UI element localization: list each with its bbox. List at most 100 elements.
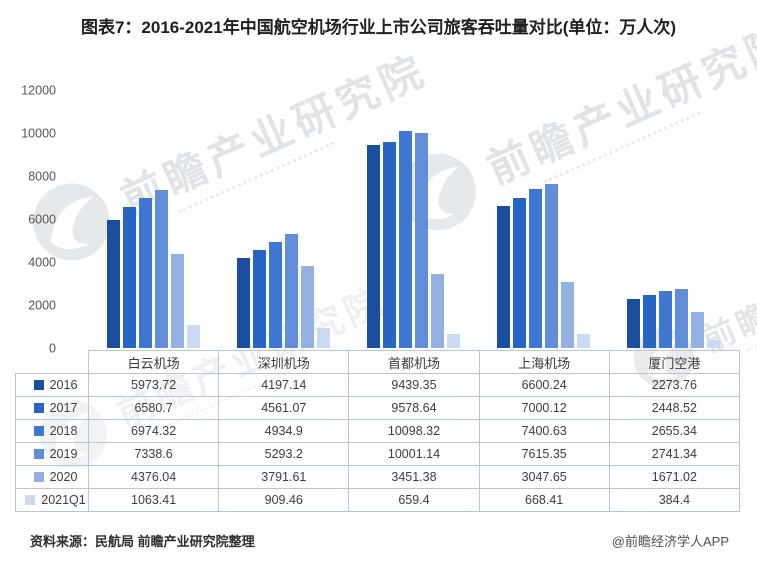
value-cell: 659.4 — [348, 488, 480, 512]
value-cell: 3047.65 — [478, 465, 610, 489]
series-name: 2016 — [49, 378, 78, 392]
bar-group — [218, 90, 348, 348]
series-name: 2018 — [49, 424, 78, 438]
series-name: 2021Q1 — [41, 493, 86, 507]
value-cell: 2273.76 — [608, 373, 741, 397]
bar-2018 — [659, 290, 673, 348]
bar-2018 — [399, 130, 412, 348]
bar-2017 — [513, 197, 527, 348]
bar-2020 — [691, 312, 705, 348]
bar-2019 — [675, 289, 689, 348]
column-header: 白云机场 — [87, 350, 220, 374]
value-cell: 2741.34 — [608, 442, 741, 466]
value-cell: 4197.14 — [218, 373, 350, 397]
series-legend-cell: 2017 — [15, 396, 89, 420]
bar-2021Q1 — [186, 325, 200, 348]
legend-swatch — [33, 403, 44, 413]
column-header: 深圳机场 — [218, 350, 350, 374]
table-row: 2019 7338.6 5293.2 10001.14 7615.35 2741.34 — [15, 442, 741, 466]
bar-2019 — [284, 234, 298, 348]
bar-2018 — [268, 241, 282, 348]
bar-2019 — [154, 190, 168, 348]
value-cell: 1671.02 — [608, 465, 741, 489]
table-row: 2020 4376.04 3791.61 3451.38 3047.65 1671.02 — [15, 465, 741, 489]
value-cell: 10098.32 — [348, 419, 480, 443]
table-body: 2016 5973.72 4197.14 9439.35 6600.24 2273.76 2… — [15, 373, 741, 512]
data-table: 白云机场 深圳机场 首都机场 上海机场 厦门空港 2016 5973.72 4197.14 9… — [15, 350, 741, 512]
value-cell: 7000.12 — [478, 396, 610, 420]
value-cell: 4934.9 — [218, 419, 350, 443]
y-axis: 0 2000 4000 6000 8000 10000 12000 — [0, 84, 62, 354]
column-header: 厦门空港 — [608, 350, 741, 374]
table-row: 2016 5973.72 4197.14 9439.35 6600.24 2273.76 — [15, 373, 741, 397]
bar-2021Q1 — [316, 328, 330, 348]
series-name: 2020 — [49, 470, 78, 484]
bar-group — [348, 90, 478, 348]
column-header: 首都机场 — [348, 350, 480, 374]
bar-2020 — [300, 266, 314, 348]
value-cell: 7400.63 — [478, 419, 610, 443]
y-tick-label: 4000 — [28, 254, 56, 269]
bar-2016 — [236, 257, 250, 348]
bar-2020 — [561, 282, 575, 348]
value-cell: 9578.64 — [348, 396, 480, 420]
value-cell: 1063.41 — [87, 488, 220, 512]
bar-group — [609, 90, 739, 348]
series-name: 2017 — [49, 401, 78, 415]
value-cell: 9439.35 — [348, 373, 480, 397]
value-cell: 4376.04 — [87, 465, 220, 489]
series-name: 2019 — [49, 447, 78, 461]
bar-2018 — [529, 188, 543, 348]
series-legend-cell: 2020 — [15, 465, 89, 489]
y-tick-label: 6000 — [28, 211, 56, 226]
bar-2016 — [106, 219, 120, 348]
bar-2021Q1 — [707, 339, 721, 348]
source-note: 资料来源：民航局 前瞻产业研究院整理 — [30, 534, 255, 549]
chart-title: 图表7：2016-2021年中国航空机场行业上市公司旅客吞吐量对比(单位：万人次… — [80, 18, 677, 37]
bar-2016 — [367, 145, 380, 348]
y-tick-label: 12000 — [21, 82, 56, 97]
value-cell: 6974.32 — [87, 419, 220, 443]
value-cell: 6600.24 — [478, 373, 610, 397]
bar-2019 — [545, 184, 559, 348]
series-legend-cell: 2018 — [15, 419, 89, 443]
legend-swatch — [33, 380, 44, 390]
y-tick-label: 8000 — [28, 168, 56, 183]
bar-group — [88, 90, 218, 348]
value-cell: 909.46 — [218, 488, 350, 512]
legend-swatch — [25, 495, 36, 505]
bar-2020 — [431, 273, 444, 348]
value-cell: 668.41 — [478, 488, 610, 512]
value-cell: 2448.52 — [608, 396, 741, 420]
value-cell: 7615.35 — [478, 442, 610, 466]
legend-swatch — [33, 449, 44, 459]
watermark-red-subline — [746, 295, 757, 352]
bar-2017 — [122, 206, 136, 348]
value-cell: 10001.14 — [348, 442, 480, 466]
value-cell: 6580.7 — [87, 396, 220, 420]
value-cell: 4561.07 — [218, 396, 350, 420]
bar-2018 — [138, 198, 152, 348]
table-header-row: 白云机场 深圳机场 首都机场 上海机场 厦门空港 — [16, 350, 741, 374]
value-cell: 5293.2 — [218, 442, 350, 466]
credit-note: @前瞻经济学人APP — [611, 534, 729, 549]
table-corner-cell — [16, 351, 89, 374]
y-tick-label: 10000 — [21, 125, 56, 140]
legend-swatch — [33, 426, 44, 436]
bar-2021Q1 — [447, 333, 460, 348]
value-cell: 3791.61 — [218, 465, 350, 489]
column-header: 上海机场 — [478, 350, 610, 374]
legend-swatch — [33, 472, 44, 482]
value-cell: 5973.72 — [87, 373, 220, 397]
bar-2016 — [627, 299, 641, 348]
y-tick-label: 2000 — [28, 297, 56, 312]
bar-2017 — [252, 249, 266, 348]
bar-2016 — [497, 206, 511, 348]
bar-2020 — [170, 253, 184, 348]
series-legend-cell: 2019 — [15, 442, 89, 466]
series-legend-cell: 2016 — [15, 373, 89, 397]
value-cell: 7338.6 — [87, 442, 220, 466]
plot-area — [88, 90, 739, 348]
value-cell: 2655.34 — [608, 419, 741, 443]
